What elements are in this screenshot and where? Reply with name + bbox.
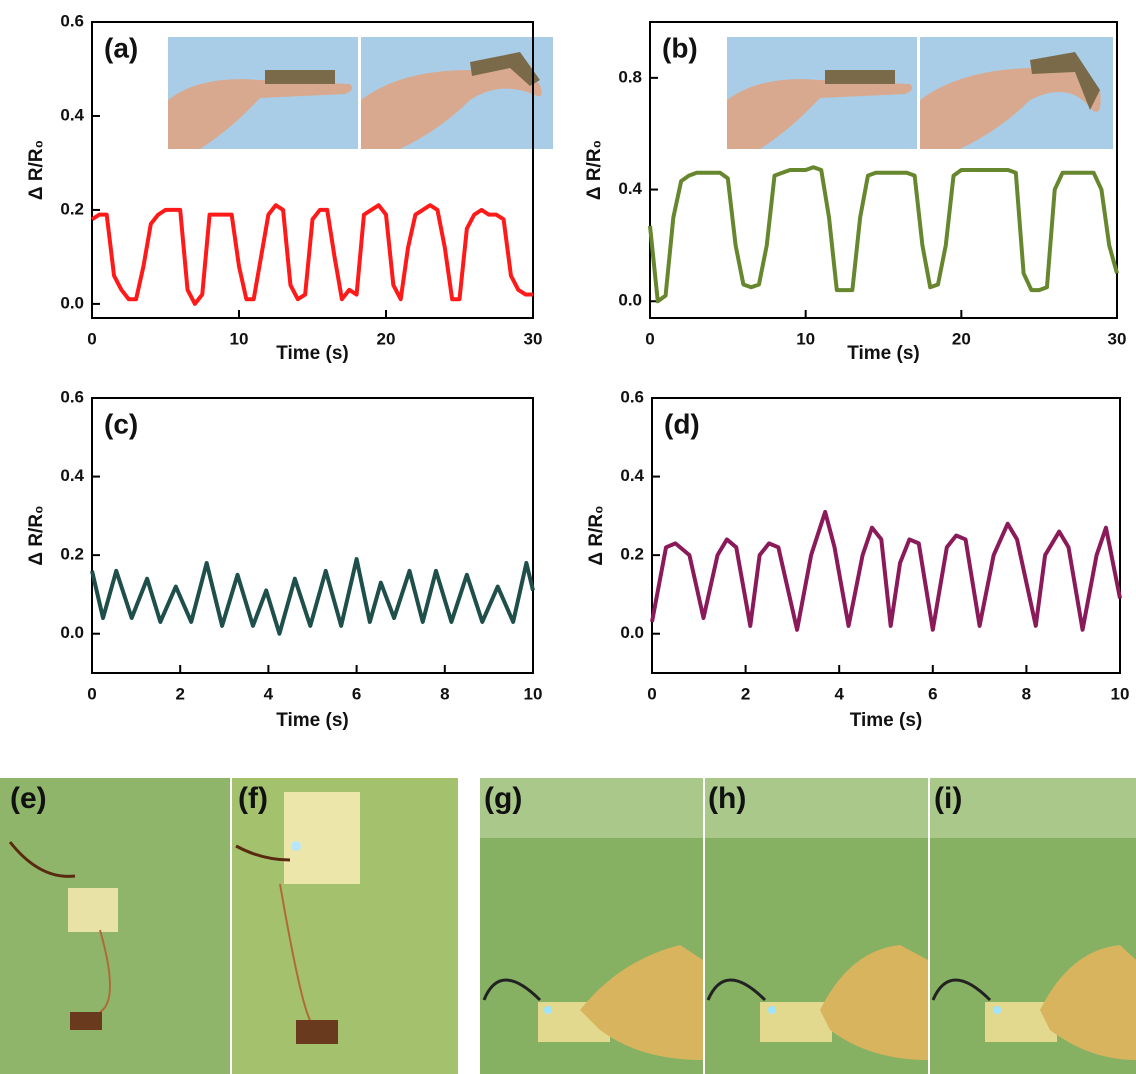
chart-title: (a) xyxy=(104,32,138,63)
x-tick-label: 20 xyxy=(377,329,396,348)
y-tick-label: 0.2 xyxy=(60,199,84,218)
x-tick-label: 8 xyxy=(440,684,449,703)
chart-title: (b) xyxy=(662,32,698,63)
inset-photo xyxy=(168,37,553,149)
x-tick-label: 0 xyxy=(647,684,656,703)
x-tick-label: 0 xyxy=(87,329,96,348)
y-axis-label: Δ R/R₀ xyxy=(26,505,47,565)
x-axis-label: Time (s) xyxy=(276,710,349,731)
y-tick-label: 0.6 xyxy=(60,11,84,30)
x-tick-label: 30 xyxy=(1108,329,1127,348)
x-tick-label: 10 xyxy=(230,329,249,348)
x-tick-label: 2 xyxy=(175,684,184,703)
y-tick-label: 0.4 xyxy=(620,466,644,485)
y-tick-label: 0.0 xyxy=(618,291,642,310)
x-axis-label: Time (s) xyxy=(276,343,349,364)
y-tick-label: 0.0 xyxy=(60,293,84,312)
y-tick-label: 0.4 xyxy=(60,466,84,485)
photo xyxy=(232,778,458,1074)
x-tick-label: 10 xyxy=(524,684,543,703)
x-axis-label: Time (s) xyxy=(850,710,923,731)
panel-label: (g) xyxy=(484,782,522,815)
photo xyxy=(930,778,1136,1074)
plot-frame xyxy=(652,398,1120,673)
x-tick-label: 0 xyxy=(645,329,654,348)
data-line xyxy=(92,559,533,634)
y-tick-label: 0.4 xyxy=(60,105,84,124)
y-tick-label: 0.6 xyxy=(60,387,84,406)
data-line xyxy=(92,205,533,304)
data-line xyxy=(652,512,1120,630)
y-tick-label: 0.2 xyxy=(60,545,84,564)
y-axis-label: Δ R/R₀ xyxy=(26,140,47,200)
photo xyxy=(0,778,230,1074)
x-tick-label: 30 xyxy=(524,329,543,348)
panel-label: (f) xyxy=(238,782,268,815)
plot-frame xyxy=(92,398,533,673)
x-tick-label: 2 xyxy=(741,684,750,703)
x-tick-label: 0 xyxy=(87,684,96,703)
x-axis-label: Time (s) xyxy=(847,343,920,364)
x-tick-label: 8 xyxy=(1022,684,1031,703)
y-tick-label: 0.0 xyxy=(620,623,644,642)
x-tick-label: 20 xyxy=(952,329,971,348)
photo xyxy=(480,778,703,1074)
x-tick-label: 10 xyxy=(796,329,815,348)
y-tick-label: 0.2 xyxy=(620,545,644,564)
inset-photo xyxy=(727,37,1113,149)
photo xyxy=(705,778,928,1074)
panel-label: (i) xyxy=(934,782,962,815)
y-axis-label: Δ R/R₀ xyxy=(586,505,607,565)
y-tick-label: 0.0 xyxy=(60,623,84,642)
x-tick-label: 10 xyxy=(1111,684,1130,703)
x-tick-label: 4 xyxy=(264,684,274,703)
panel-label: (h) xyxy=(708,782,746,815)
y-axis-label: Δ R/R₀ xyxy=(584,140,605,200)
y-tick-label: 0.6 xyxy=(620,387,644,406)
figure: (e) (f) (g) (h) (i) 0.00.20.40.60102030T… xyxy=(0,0,1136,1074)
y-tick-label: 0.4 xyxy=(618,179,642,198)
chart-title: (d) xyxy=(664,408,700,439)
x-tick-label: 6 xyxy=(352,684,361,703)
x-tick-label: 6 xyxy=(928,684,937,703)
x-tick-label: 4 xyxy=(834,684,844,703)
panel-label: (e) xyxy=(10,782,47,815)
data-line xyxy=(650,167,1117,301)
chart-title: (c) xyxy=(104,408,138,439)
y-tick-label: 0.8 xyxy=(618,67,642,86)
